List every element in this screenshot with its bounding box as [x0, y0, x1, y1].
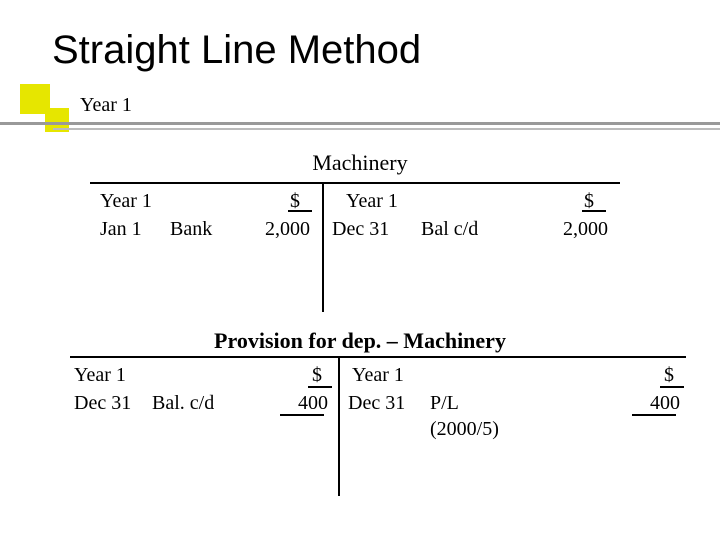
title-rule-2 — [53, 128, 720, 130]
provision-right-year: Year 1 — [352, 364, 404, 387]
provision-right-date: Dec 31 — [348, 392, 405, 415]
machinery-right-date: Dec 31 — [332, 218, 389, 241]
provision-label: Provision for dep. – Machinery — [0, 328, 720, 354]
provision-left-year: Year 1 — [74, 364, 126, 387]
machinery-vertical-rule — [322, 182, 324, 312]
provision-dollar-ul-right — [660, 386, 684, 388]
provision-top-rule — [70, 356, 686, 358]
provision-dollar-ul-left — [308, 386, 332, 388]
provision-right-desc: P/L — [430, 392, 459, 415]
slide: Straight Line Method Year 1 Machinery Ye… — [0, 0, 720, 540]
machinery-label: Machinery — [0, 150, 720, 176]
provision-right-note: (2000/5) — [430, 418, 499, 441]
machinery-right-year: Year 1 — [346, 190, 398, 213]
machinery-left-desc: Bank — [170, 218, 212, 241]
provision-left-date: Dec 31 — [74, 392, 131, 415]
machinery-right-desc: Bal c/d — [421, 218, 478, 241]
machinery-left-year: Year 1 — [100, 190, 152, 213]
provision-vertical-rule — [338, 356, 340, 496]
slide-title: Straight Line Method — [52, 28, 421, 73]
provision-right-amount: 400 — [636, 392, 680, 415]
provision-left-dollar: $ — [312, 364, 322, 387]
provision-left-amount: 400 — [284, 392, 328, 415]
machinery-left-date: Jan 1 — [100, 218, 142, 241]
machinery-left-amount: 2,000 — [250, 218, 310, 241]
machinery-right-amount: 2,000 — [548, 218, 608, 241]
provision-amt-ul-right — [632, 414, 676, 416]
machinery-dollar-ul-left — [288, 210, 312, 212]
machinery-top-rule — [90, 182, 620, 184]
machinery-dollar-ul-right — [582, 210, 606, 212]
subtitle-year: Year 1 — [80, 94, 132, 117]
provision-amt-ul-left — [280, 414, 324, 416]
title-rule-1 — [0, 122, 720, 125]
provision-left-desc: Bal. c/d — [152, 392, 214, 415]
provision-right-dollar: $ — [664, 364, 674, 387]
